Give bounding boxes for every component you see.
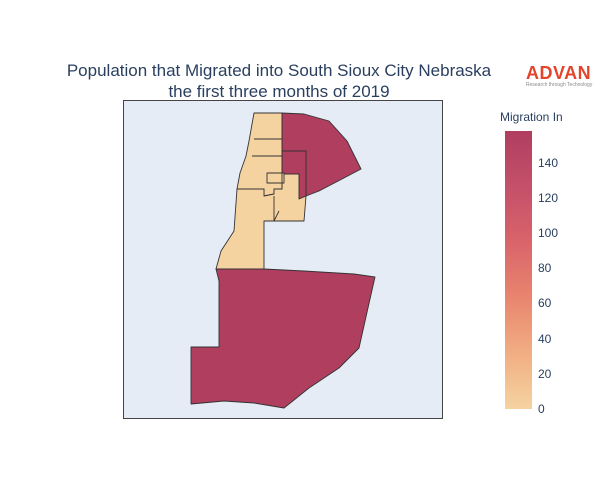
logo-wordmark: ADVAN [526, 63, 592, 83]
advan-logo: ADVAN Research through Technology [526, 64, 596, 89]
colorbar-tick-label: 60 [538, 296, 552, 311]
colorbar-tick-label: 20 [538, 366, 552, 381]
colorbar-tick-label: 100 [538, 226, 559, 241]
colorbar-tick-label: 40 [538, 331, 552, 346]
logo-tagline: Research through Technology [526, 82, 593, 88]
colorbar-title: Migration In [500, 110, 563, 124]
chart-title-line2: the first three months of 2019 [168, 82, 390, 101]
colorbar-tick-label: 140 [538, 155, 559, 170]
map-region-center-slot[interactable] [266, 172, 285, 184]
map-panel[interactable] [123, 100, 443, 419]
map-region-central[interactable] [215, 173, 307, 270]
colorbar-tick-label: 80 [538, 261, 552, 276]
chart-title: Population that Migrated into South Siou… [0, 60, 558, 102]
chart-title-line1: Population that Migrated into South Siou… [66, 61, 492, 80]
colorbar-tick-label: 0 [538, 402, 545, 416]
choropleth-map[interactable] [124, 101, 444, 420]
map-region-north-west[interactable] [236, 112, 283, 197]
map-region-south[interactable] [190, 268, 376, 409]
colorbar [505, 131, 532, 409]
map-boundary-line-5 [273, 210, 280, 222]
colorbar-tick-label: 120 [538, 190, 559, 205]
